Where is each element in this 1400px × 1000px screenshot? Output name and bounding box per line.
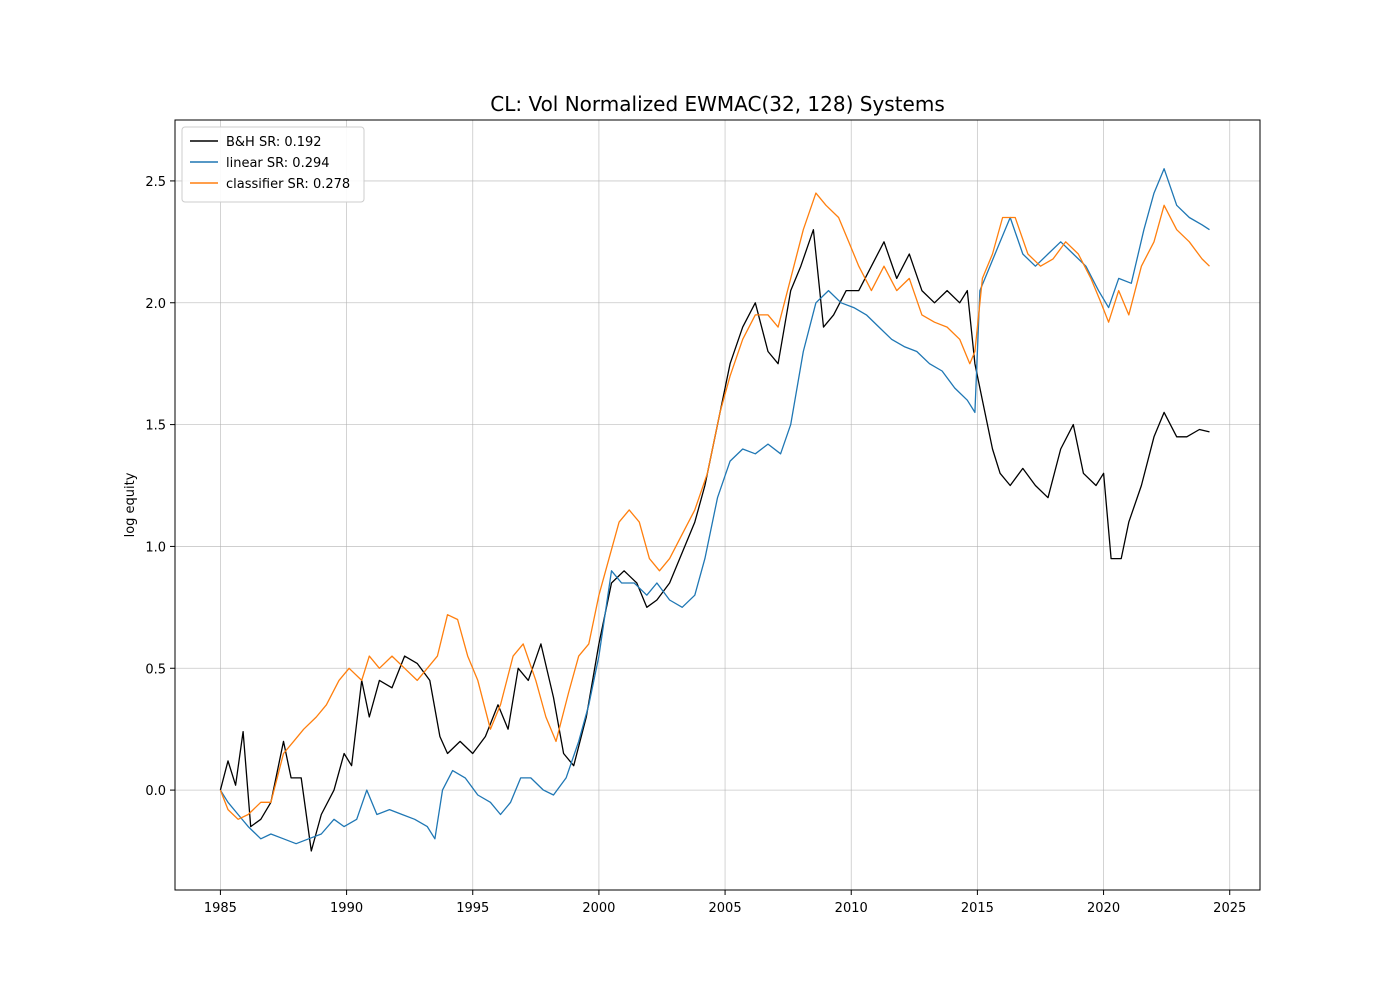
y-axis-label: log equity [123, 472, 138, 537]
y-axis: 0.0 0.5 1.0 1.5 2.0 2.5 [145, 175, 175, 799]
x-tick-label: 2015 [961, 901, 994, 916]
plot-area-frame [174, 119, 1261, 891]
legend-box [181, 126, 365, 203]
x-axis: 1985 1990 1995 2000 2005 2010 2015 2020 2025 [204, 890, 1246, 916]
x-tick-label: 2010 [835, 901, 868, 916]
legend-label: B&H SR: 0.192 [226, 135, 322, 150]
y-tick-label: 1.0 [145, 540, 166, 555]
y-tick-label: 2.5 [145, 175, 166, 190]
legend: B&H SR: 0.192 linear SR: 0.294 classifier … [181, 126, 365, 203]
series-line-2 [219, 168, 1210, 845]
series-line-3 [219, 192, 1210, 820]
y-tick-label: 2.0 [145, 297, 166, 312]
legend-label: linear SR: 0.294 [226, 156, 330, 171]
gridlines [175, 120, 1260, 890]
y-tick-label: 1.5 [145, 419, 166, 434]
x-tick-label: 1990 [330, 901, 363, 916]
y-tick-label: 0.5 [145, 662, 166, 677]
series-lines [219, 168, 1210, 852]
x-tick-label: 2025 [1213, 901, 1246, 916]
x-tick-label: 2020 [1087, 901, 1120, 916]
legend-label: classifier SR: 0.278 [226, 177, 350, 192]
chart-title: CL: Vol Normalized EWMAC(32, 128) System… [490, 92, 945, 116]
x-tick-label: 1985 [204, 901, 237, 916]
x-tick-label: 2005 [709, 901, 742, 916]
x-tick-label: 1995 [456, 901, 489, 916]
x-tick-label: 2000 [582, 901, 615, 916]
y-tick-label: 0.0 [145, 784, 166, 799]
